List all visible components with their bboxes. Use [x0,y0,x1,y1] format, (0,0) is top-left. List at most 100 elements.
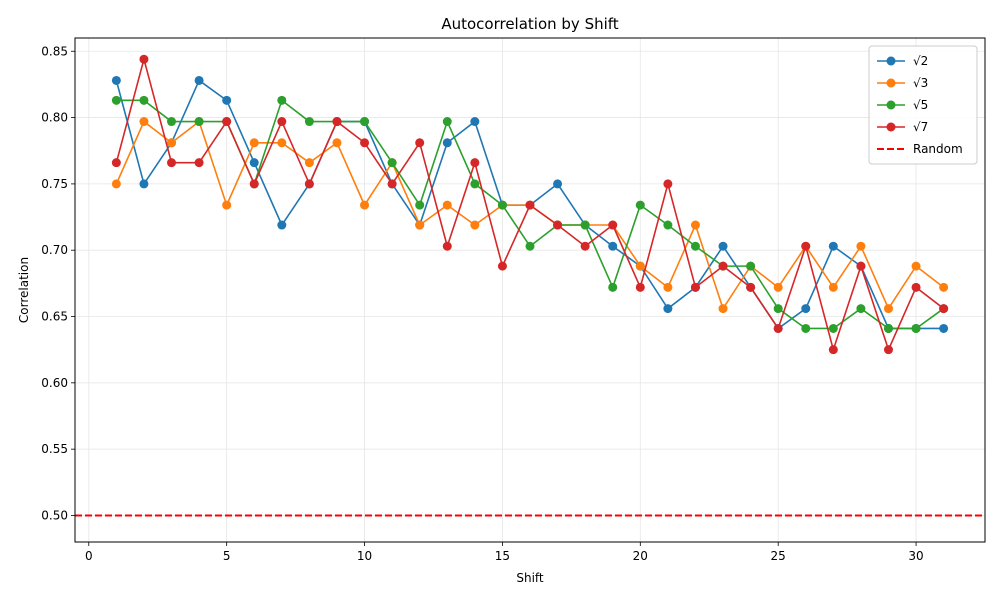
legend-marker [886,122,896,132]
series-layer [111,54,949,355]
data-point-sqrt5 [111,95,121,105]
data-point-sqrt5 [801,323,811,333]
x-tick-label: 15 [495,549,510,563]
data-point-sqrt5 [608,282,618,292]
data-point-sqrt7 [222,117,232,127]
data-point-sqrt2 [553,179,563,189]
data-point-sqrt7 [442,241,452,251]
legend-entry-sqrt2: √2 [877,54,928,68]
chart-title: Autocorrelation by Shift [441,15,618,33]
data-point-sqrt3 [332,138,342,148]
series-line-sqrt3 [115,120,945,310]
data-point-sqrt5 [277,95,287,105]
data-point-sqrt3 [249,138,259,148]
y-axis-ticks: 0.50 0.55 0.60 0.65 0.70 0.75 0.80 0.85 [41,44,75,522]
data-point-sqrt5 [911,323,921,333]
data-point-sqrt2 [663,304,673,314]
data-point-sqrt3 [442,200,452,210]
data-point-sqrt5 [690,241,700,251]
data-point-sqrt7 [553,220,563,230]
data-point-sqrt5 [360,117,370,127]
data-point-sqrt5 [304,117,314,127]
legend-box [868,45,978,165]
legend-marker [886,56,896,66]
data-point-sqrt7 [911,282,921,292]
data-point-sqrt5 [746,261,756,271]
data-point-sqrt2 [801,304,811,314]
data-point-sqrt3 [718,304,728,314]
data-point-sqrt7 [277,117,287,127]
data-point-sqrt7 [304,179,314,189]
x-tick-label: 20 [633,549,648,563]
data-point-sqrt3 [139,117,149,127]
data-point-sqrt2 [222,95,232,105]
data-point-sqrt5 [883,323,893,333]
data-point-sqrt7 [525,200,535,210]
data-point-sqrt2 [828,241,838,251]
x-tick-label: 10 [357,549,372,563]
data-point-sqrt7 [635,282,645,292]
x-axis-ticks: 0 5 10 15 20 25 30 [85,542,924,563]
legend-entry-sqrt7: √7 [877,120,928,134]
data-point-sqrt7 [801,241,811,251]
data-point-sqrt2 [718,241,728,251]
series-sqrt7 [111,54,949,355]
x-axis-title: Shift [516,571,544,585]
data-point-sqrt3 [277,138,287,148]
data-point-sqrt7 [856,261,866,271]
data-point-sqrt2 [470,117,480,127]
data-point-sqrt5 [663,220,673,230]
data-point-sqrt5 [773,304,783,314]
legend-label: Random [913,142,963,156]
data-point-sqrt5 [856,304,866,314]
data-point-sqrt2 [277,220,287,230]
data-point-sqrt2 [111,75,121,85]
data-point-sqrt5 [497,200,507,210]
y-tick-label: 0.75 [41,177,68,191]
data-point-sqrt7 [718,261,728,271]
data-point-sqrt7 [194,158,204,168]
data-point-sqrt7 [139,54,149,64]
data-point-sqrt5 [635,200,645,210]
data-point-sqrt3 [856,241,866,251]
data-point-sqrt7 [580,241,590,251]
data-point-sqrt3 [911,261,921,271]
data-point-sqrt3 [167,138,177,148]
data-point-sqrt2 [608,241,618,251]
y-tick-label: 0.70 [41,243,68,257]
data-point-sqrt5 [387,158,397,168]
legend-entry-sqrt3: √3 [877,76,928,90]
data-point-sqrt7 [883,345,893,355]
y-tick-label: 0.85 [41,44,68,58]
data-point-sqrt5 [828,323,838,333]
data-point-sqrt5 [194,117,204,127]
data-point-sqrt7 [387,179,397,189]
data-point-sqrt7 [746,282,756,292]
data-point-sqrt5 [415,200,425,210]
data-point-sqrt3 [635,261,645,271]
legend-label: √3 [913,76,928,90]
data-point-sqrt2 [442,138,452,148]
data-point-sqrt7 [497,261,507,271]
legend-marker [886,100,896,110]
y-tick-label: 0.80 [41,111,68,125]
y-tick-label: 0.65 [41,310,68,324]
legend-marker [886,78,896,88]
data-point-sqrt3 [415,220,425,230]
data-point-sqrt7 [167,158,177,168]
series-sqrt5 [111,95,949,333]
series-line-sqrt5 [116,99,945,330]
y-axis-title: Correlation [17,257,31,323]
data-point-sqrt5 [580,220,590,230]
x-tick-label: 0 [85,549,93,563]
data-point-sqrt3 [222,200,232,210]
legend-label: √7 [913,120,928,134]
grid-layer [75,38,985,542]
data-point-sqrt2 [139,179,149,189]
data-point-sqrt7 [332,117,342,127]
data-point-sqrt3 [883,304,893,314]
data-point-sqrt2 [194,75,204,85]
data-point-sqrt7 [470,158,480,168]
legend-entry-sqrt5: √5 [877,98,928,112]
